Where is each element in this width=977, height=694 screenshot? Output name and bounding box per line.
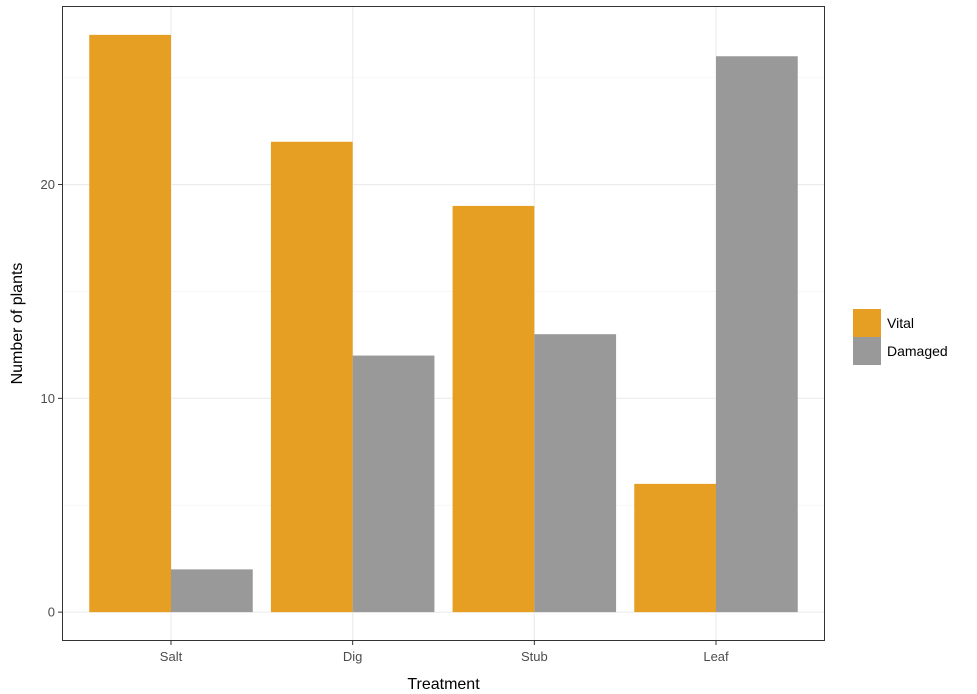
y-tick-label: 20	[41, 177, 55, 192]
bar-vital-leaf	[634, 483, 716, 613]
bar-damaged-salt	[171, 569, 253, 613]
minor-gridlines	[62, 77, 825, 506]
x-tick-label: Dig	[343, 649, 363, 664]
y-tick-label: 10	[41, 391, 55, 406]
panel-border	[62, 6, 825, 641]
x-tick-label: Salt	[160, 649, 183, 664]
y-axis-title: Number of plants	[9, 263, 26, 385]
legend: Vital Damaged	[853, 309, 948, 365]
bar-damaged-dig	[352, 355, 435, 613]
bar-vital-dig	[270, 141, 353, 613]
y-tick-label: 0	[48, 605, 55, 620]
bar-damaged-stub	[534, 334, 617, 613]
x-axis-title: Treatment	[407, 676, 480, 693]
bar-vital-salt	[89, 34, 171, 613]
bar-vital-stub	[452, 205, 535, 613]
legend-key-damaged	[853, 337, 881, 365]
y-axis: 0 10 20	[41, 177, 62, 620]
legend-label-damaged: Damaged	[887, 343, 948, 359]
x-axis: Salt Dig Stub Leaf	[160, 641, 729, 664]
legend-key-vital	[853, 309, 881, 337]
bar-damaged-leaf	[716, 56, 798, 613]
x-tick-label: Stub	[521, 649, 548, 664]
legend-label-vital: Vital	[887, 315, 914, 331]
bars	[89, 34, 798, 613]
x-tick-label: Leaf	[703, 649, 729, 664]
